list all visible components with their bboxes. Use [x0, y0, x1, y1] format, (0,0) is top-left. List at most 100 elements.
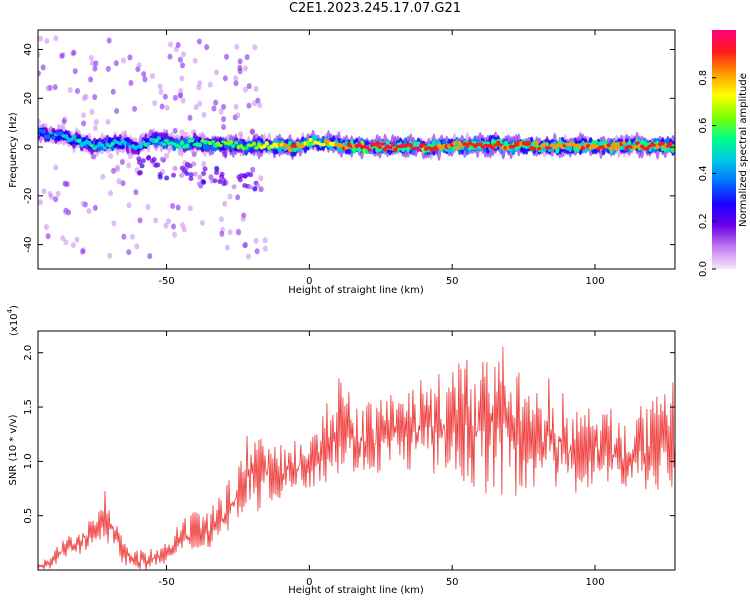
spectrogram-y-label: Frequency (Hz): [8, 112, 19, 188]
noise-blob: [62, 180, 68, 187]
noise-blob: [120, 180, 126, 187]
noise-blob: [199, 219, 205, 226]
noise-blob: [45, 233, 51, 240]
snr-y-ticks: 0.5 1.0 1.5 2.0: [23, 345, 675, 524]
noise-blob: [196, 38, 202, 45]
ridge-mark: [364, 145, 370, 150]
ridge-mark: [308, 137, 313, 143]
noise-blob: [43, 223, 49, 230]
noise-blob: [142, 76, 148, 83]
ridge-mark: [367, 148, 372, 152]
noise-blob: [114, 107, 120, 114]
noise-blob: [233, 80, 239, 87]
noise-blob: [235, 112, 241, 119]
snr-x-label: Height of straight line (km): [288, 585, 424, 596]
noise-blob: [201, 161, 207, 168]
ridge-mark: [146, 142, 151, 146]
noise-blob: [233, 75, 239, 82]
ridge-mark: [233, 140, 239, 145]
y-tick-label: 2.0: [23, 345, 34, 361]
snr-frame: [37, 330, 676, 571]
noise-blob: [248, 172, 254, 178]
noise-blob: [178, 87, 184, 94]
y-tick-label: 0: [23, 144, 34, 150]
ridge-mark: [300, 144, 305, 148]
noise-blob: [166, 218, 172, 225]
ridge-mark: [228, 140, 234, 145]
noise-blob: [242, 242, 248, 249]
ridge-mark: [580, 145, 586, 151]
noise-blob: [252, 186, 258, 192]
noise-blob: [172, 127, 178, 134]
noise-blob: [128, 79, 134, 86]
noise-blob: [246, 102, 252, 109]
noise-blob: [250, 166, 256, 173]
noise-blob: [152, 100, 158, 107]
colorbar-bar: [712, 30, 736, 269]
noise-blob: [157, 174, 163, 180]
noise-blob: [137, 217, 143, 224]
noise-blob: [126, 202, 132, 209]
noise-blob: [53, 164, 59, 171]
noise-blob: [67, 86, 73, 93]
noise-blob: [88, 54, 94, 61]
noise-blob: [38, 70, 41, 77]
noise-blob: [212, 178, 218, 184]
ridge-mark: [161, 142, 167, 146]
noise-blob: [170, 203, 176, 210]
ridge-mark: [547, 146, 552, 150]
noise-blob: [253, 85, 259, 92]
noise-blob: [47, 190, 53, 197]
noise-blob: [180, 97, 186, 104]
ridge-mark: [531, 146, 537, 151]
ridge-mark: [557, 142, 563, 147]
ridge-mark: [87, 140, 92, 146]
noise-blob: [38, 118, 41, 125]
ridge-mark: [177, 144, 182, 150]
colorbar-ticks: 0.0 0.2 0.4 0.6 0.8: [698, 70, 716, 277]
ridge-mark: [526, 140, 532, 146]
noise-blob: [41, 188, 47, 195]
noise-blob: [145, 155, 151, 161]
ridge-mark: [89, 144, 95, 148]
noise-blob: [92, 94, 98, 101]
noise-blob: [227, 193, 233, 200]
ridge-mark: [665, 144, 671, 148]
noise-blob: [114, 166, 120, 173]
noise-blob: [158, 88, 164, 95]
noise-blob: [81, 120, 87, 127]
noise-blob: [201, 179, 207, 185]
noise-blob: [214, 165, 220, 171]
noise-blob: [240, 215, 246, 222]
noise-blob: [237, 177, 243, 183]
noise-blob: [89, 109, 95, 116]
noise-blob: [234, 43, 240, 50]
y-tick-label: 1.5: [23, 399, 34, 415]
ridge-mark: [138, 144, 144, 150]
ridge-mark: [377, 145, 383, 149]
noise-blob: [88, 76, 94, 83]
noise-blob: [92, 204, 98, 211]
noise-blob: [92, 65, 98, 72]
noise-blob: [44, 38, 50, 45]
noise-blob: [175, 41, 181, 48]
noise-blob: [188, 172, 194, 178]
noise-blob: [141, 71, 147, 78]
ridge-mark: [375, 142, 380, 147]
noise-blob: [179, 75, 185, 82]
ridge-mark: [621, 141, 627, 145]
noise-blob: [187, 114, 193, 121]
colorbar-tick-label: 0.8: [698, 70, 709, 86]
x-tick-label: 0: [306, 577, 312, 588]
ridge-mark: [51, 135, 56, 140]
x-tick-label: -50: [158, 276, 174, 287]
noise-blob: [207, 81, 213, 88]
noise-blob: [246, 83, 252, 90]
noise-blob: [157, 83, 163, 90]
ridge-mark: [567, 144, 573, 152]
spectrogram-panel: -50 0 50 100 -40 -20 0 20 40 Height of straight…: [8, 29, 676, 296]
y-tick-label: 0.5: [23, 508, 34, 524]
ridge-mark: [48, 131, 54, 135]
noise-blob: [133, 189, 139, 196]
noise-blob: [172, 94, 178, 101]
